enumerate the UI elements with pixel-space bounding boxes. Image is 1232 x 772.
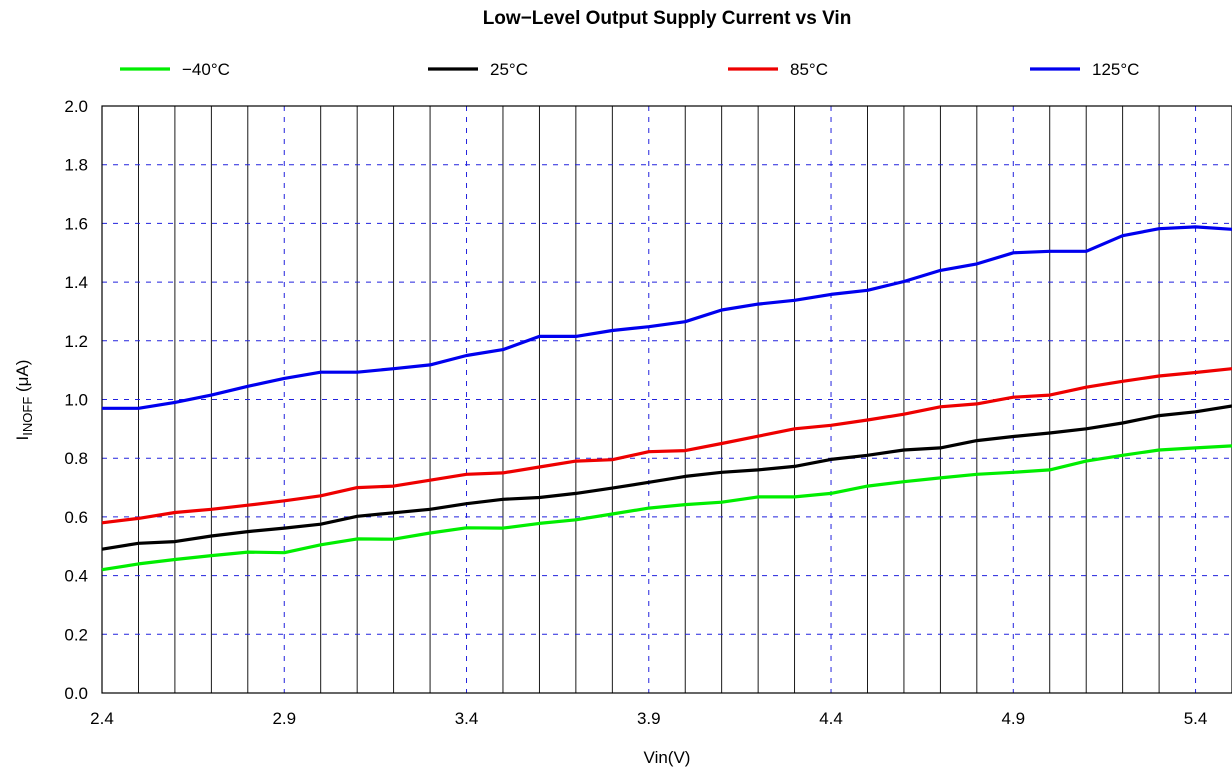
series-line-3 xyxy=(102,225,1232,410)
y-axis-label-unit: (μA) xyxy=(13,360,32,397)
series-line-1 xyxy=(101,404,1232,551)
y-tick-label: 0.4 xyxy=(64,567,88,586)
y-tick-label: 1.6 xyxy=(64,214,88,233)
x-tick-label: 3.4 xyxy=(455,709,479,728)
y-tick-label: 0.0 xyxy=(64,684,88,703)
y-axis-label-subscript: INOFF xyxy=(20,397,35,436)
x-tick-label: 5.4 xyxy=(1184,709,1208,728)
series-lines xyxy=(101,225,1232,572)
legend-label: 125°C xyxy=(1092,60,1139,79)
legend-label: 85°C xyxy=(790,60,828,79)
legend-label: 25°C xyxy=(490,60,528,79)
x-tick-label: 2.4 xyxy=(90,709,114,728)
y-tick-label: 1.0 xyxy=(64,391,88,410)
chart-title: Low−Level Output Supply Current vs Vin xyxy=(483,8,852,29)
y-tick-label: 0.2 xyxy=(64,625,88,644)
legend: −40°C 25°C 85°C 125°C xyxy=(120,60,1139,79)
series-line-0 xyxy=(101,444,1232,572)
x-tick-label: 2.9 xyxy=(272,709,296,728)
x-tick-label: 4.4 xyxy=(819,709,843,728)
grid xyxy=(101,105,1232,694)
x-tick-label: 3.9 xyxy=(637,709,661,728)
y-tick-label: 1.4 xyxy=(64,273,88,292)
series-line-2 xyxy=(101,367,1232,525)
tick-labels: 0.0 0.2 0.4 0.6 0.8 1.0 1.2 1.4 1.6 1.8 2.0 2.4 2.9 3… xyxy=(64,97,1207,728)
y-tick-label: 2.0 xyxy=(64,97,88,116)
y-tick-label: 1.8 xyxy=(64,156,88,175)
y-tick-label: 1.2 xyxy=(64,332,88,351)
y-tick-label: 0.8 xyxy=(64,449,88,468)
x-axis-label: Vin(V) xyxy=(644,748,691,767)
legend-label: −40°C xyxy=(182,60,230,79)
y-tick-label: 0.6 xyxy=(64,508,88,527)
y-axis-label: IINOFF (μA) xyxy=(13,360,35,441)
plot-frame xyxy=(101,105,1232,694)
y-axis-label-main: I xyxy=(13,436,32,441)
x-tick-label: 4.9 xyxy=(1001,709,1025,728)
